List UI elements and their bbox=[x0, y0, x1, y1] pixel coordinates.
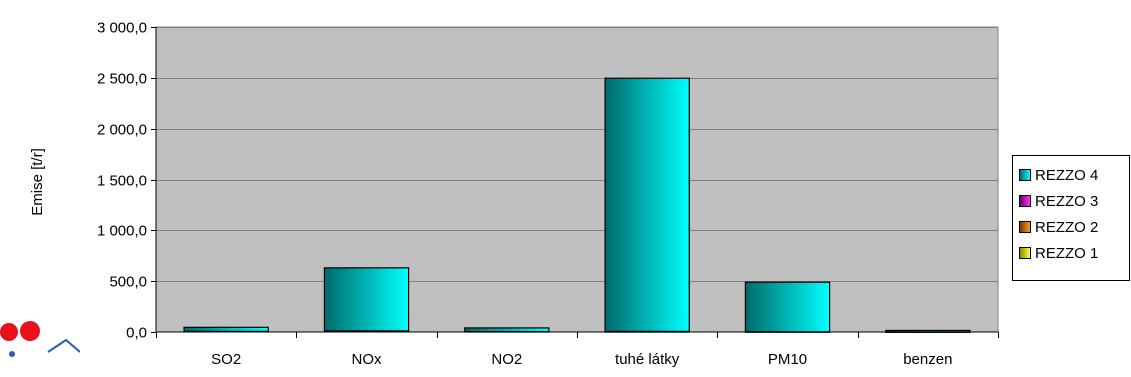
axes bbox=[151, 27, 999, 338]
legend-swatch-rezzo-2 bbox=[1019, 221, 1031, 233]
legend-item-rezzo-3: REZZO 3 bbox=[1019, 191, 1098, 211]
y-axis-label: Emise [t/r] bbox=[29, 148, 46, 216]
y-tick-label: 2 000,0 bbox=[97, 122, 147, 139]
bar-rezzo-4-no2 bbox=[464, 327, 550, 333]
y-tick-label: 500,0 bbox=[109, 274, 147, 291]
x-tick-label: PM10 bbox=[768, 351, 807, 368]
x-tick-label: tuhé látky bbox=[615, 351, 680, 368]
bar-rezzo-4-nox bbox=[323, 267, 410, 332]
bar-rezzo-4-pm10 bbox=[744, 281, 831, 333]
y-tick-label: 2 500,0 bbox=[97, 71, 147, 88]
y-tick-label: 1 500,0 bbox=[97, 173, 147, 190]
legend-label: REZZO 2 bbox=[1035, 218, 1099, 236]
y-tick-labels: 0,0 500,0 1 000,0 1 500,0 2 000,0 2 500,0 3 00… bbox=[97, 20, 147, 342]
x-tick-labels: SO2 NOx NO2 tuhé látky PM10 benzen bbox=[211, 351, 952, 368]
legend-label: REZZO 3 bbox=[1035, 192, 1099, 210]
x-tick-label: SO2 bbox=[211, 351, 241, 368]
y-tick-label: 3 000,0 bbox=[97, 20, 147, 37]
legend-swatch-rezzo-1 bbox=[1019, 247, 1031, 259]
bar-rezzo-4-tuhé-látky bbox=[604, 77, 690, 332]
x-tick-label: NO2 bbox=[491, 351, 522, 368]
x-tick-label: benzen bbox=[903, 351, 952, 368]
x-tick-label: NOx bbox=[352, 351, 383, 368]
legend-item-rezzo-4: REZZO 4 bbox=[1019, 165, 1098, 185]
bar-rezzo-4-so2 bbox=[183, 326, 269, 332]
plot-area bbox=[155, 26, 999, 333]
legend-item-rezzo-1: REZZO 1 bbox=[1019, 243, 1098, 263]
gridlines bbox=[156, 27, 998, 282]
logo bbox=[0, 321, 80, 357]
y-tick-label: 0,0 bbox=[126, 325, 147, 342]
y-tick-label: 1 000,0 bbox=[97, 223, 147, 240]
legend-swatch-rezzo-4 bbox=[1019, 169, 1031, 181]
legend-item-rezzo-2: REZZO 2 bbox=[1019, 217, 1098, 237]
legend-swatch-rezzo-3 bbox=[1019, 195, 1031, 207]
legend-label: REZZO 1 bbox=[1035, 244, 1099, 262]
legend-label: REZZO 4 bbox=[1035, 166, 1099, 184]
legend: REZZO 4 REZZO 3 REZZO 2 REZZO 1 bbox=[1012, 155, 1130, 281]
